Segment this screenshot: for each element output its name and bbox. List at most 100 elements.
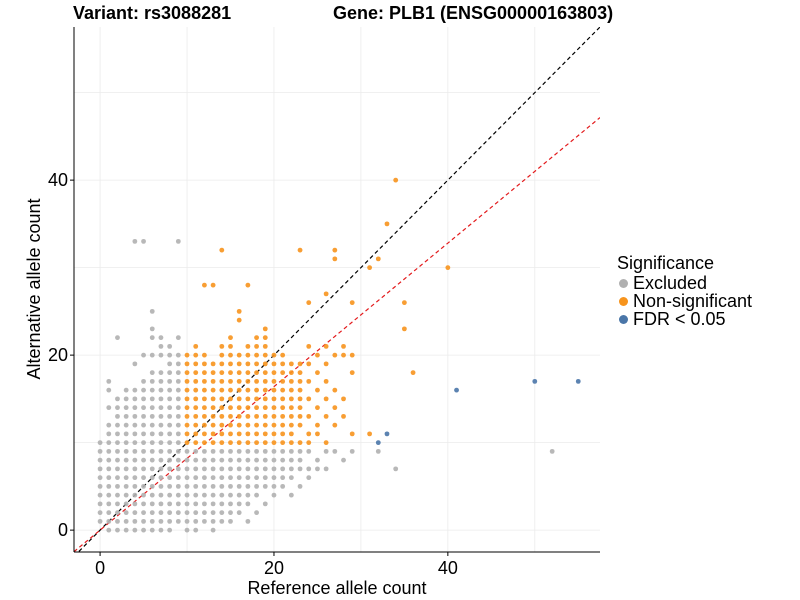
point-non-significant	[262, 405, 268, 411]
x-tick-label: 20	[264, 558, 284, 578]
point-excluded	[245, 475, 251, 481]
point-non-significant	[315, 352, 320, 358]
point-excluded	[228, 492, 233, 498]
point-non-significant	[288, 378, 294, 384]
point-non-significant	[262, 335, 268, 341]
point-non-significant	[349, 431, 355, 437]
point-excluded	[193, 501, 199, 507]
point-excluded	[271, 492, 277, 498]
point-excluded	[132, 440, 138, 446]
point-non-significant	[341, 396, 346, 402]
point-non-significant	[332, 405, 338, 411]
point-non-significant	[210, 413, 216, 419]
point-excluded	[254, 510, 259, 516]
point-excluded	[184, 483, 190, 489]
point-non-significant	[193, 431, 199, 437]
point-excluded	[149, 483, 155, 489]
point-excluded	[158, 527, 164, 533]
point-non-significant	[262, 396, 268, 402]
point-excluded	[97, 501, 103, 507]
x-tick-label: 0	[95, 558, 105, 578]
point-non-significant	[288, 396, 294, 402]
point-excluded	[202, 457, 207, 463]
point-non-significant	[254, 378, 259, 384]
point-excluded	[184, 510, 190, 516]
point-excluded	[184, 466, 190, 472]
point-non-significant	[245, 405, 251, 411]
point-excluded	[132, 466, 138, 472]
point-excluded	[193, 518, 199, 524]
point-non-significant	[375, 256, 381, 262]
point-non-significant	[254, 352, 259, 358]
point-excluded	[115, 422, 120, 428]
point-excluded	[123, 431, 129, 437]
point-non-significant	[184, 378, 190, 384]
x-tick-label: 40	[438, 558, 458, 578]
point-non-significant	[271, 361, 277, 367]
point-excluded	[106, 457, 112, 463]
point-excluded	[219, 457, 225, 463]
point-non-significant	[219, 431, 225, 437]
point-non-significant	[210, 405, 216, 411]
point-excluded	[149, 527, 155, 533]
point-excluded	[202, 510, 207, 516]
point-excluded	[297, 466, 303, 472]
point-non-significant	[210, 370, 216, 376]
point-excluded	[141, 527, 146, 533]
point-non-significant	[323, 361, 329, 367]
point-non-significant	[245, 352, 251, 358]
point-excluded	[106, 475, 112, 481]
point-excluded	[175, 475, 181, 481]
point-excluded	[288, 448, 294, 454]
point-excluded	[280, 448, 286, 454]
point-excluded	[236, 457, 242, 463]
point-excluded	[245, 448, 251, 454]
point-excluded	[219, 510, 225, 516]
point-excluded	[158, 457, 164, 463]
point-excluded	[141, 518, 146, 524]
point-excluded	[202, 501, 207, 507]
point-excluded	[175, 466, 181, 472]
point-non-significant	[184, 361, 190, 367]
point-non-significant	[262, 361, 268, 367]
point-non-significant	[202, 422, 207, 428]
point-excluded	[167, 501, 173, 507]
point-excluded	[236, 448, 242, 454]
point-fdr-0-05	[375, 440, 381, 446]
point-excluded	[167, 378, 173, 384]
variant-title: Variant: rs3088281	[73, 3, 232, 23]
point-excluded	[193, 457, 199, 463]
point-excluded	[123, 422, 129, 428]
point-excluded	[141, 475, 146, 481]
point-excluded	[97, 492, 103, 498]
point-non-significant	[202, 396, 207, 402]
point-excluded	[297, 483, 303, 489]
point-excluded	[141, 352, 146, 358]
point-non-significant	[306, 378, 312, 384]
point-excluded	[184, 527, 190, 533]
point-non-significant	[236, 308, 242, 314]
point-excluded	[245, 457, 251, 463]
point-non-significant	[288, 405, 294, 411]
point-non-significant	[349, 300, 355, 306]
legend-fdr-label: FDR < 0.05	[633, 309, 726, 329]
point-non-significant	[193, 396, 199, 402]
point-excluded	[262, 501, 268, 507]
point-excluded	[193, 475, 199, 481]
legend-non-significant-label: Non-significant	[633, 291, 753, 311]
point-excluded	[149, 475, 155, 481]
point-excluded	[175, 518, 181, 524]
point-non-significant	[262, 413, 268, 419]
point-non-significant	[236, 422, 242, 428]
point-excluded	[158, 475, 164, 481]
point-non-significant	[315, 387, 320, 393]
point-non-significant	[306, 396, 312, 402]
point-excluded	[167, 343, 173, 349]
point-excluded	[254, 448, 259, 454]
point-excluded	[210, 527, 216, 533]
point-non-significant	[306, 343, 312, 349]
point-excluded	[175, 457, 181, 463]
point-excluded	[149, 326, 155, 332]
point-excluded	[288, 457, 294, 463]
point-excluded	[175, 378, 181, 384]
